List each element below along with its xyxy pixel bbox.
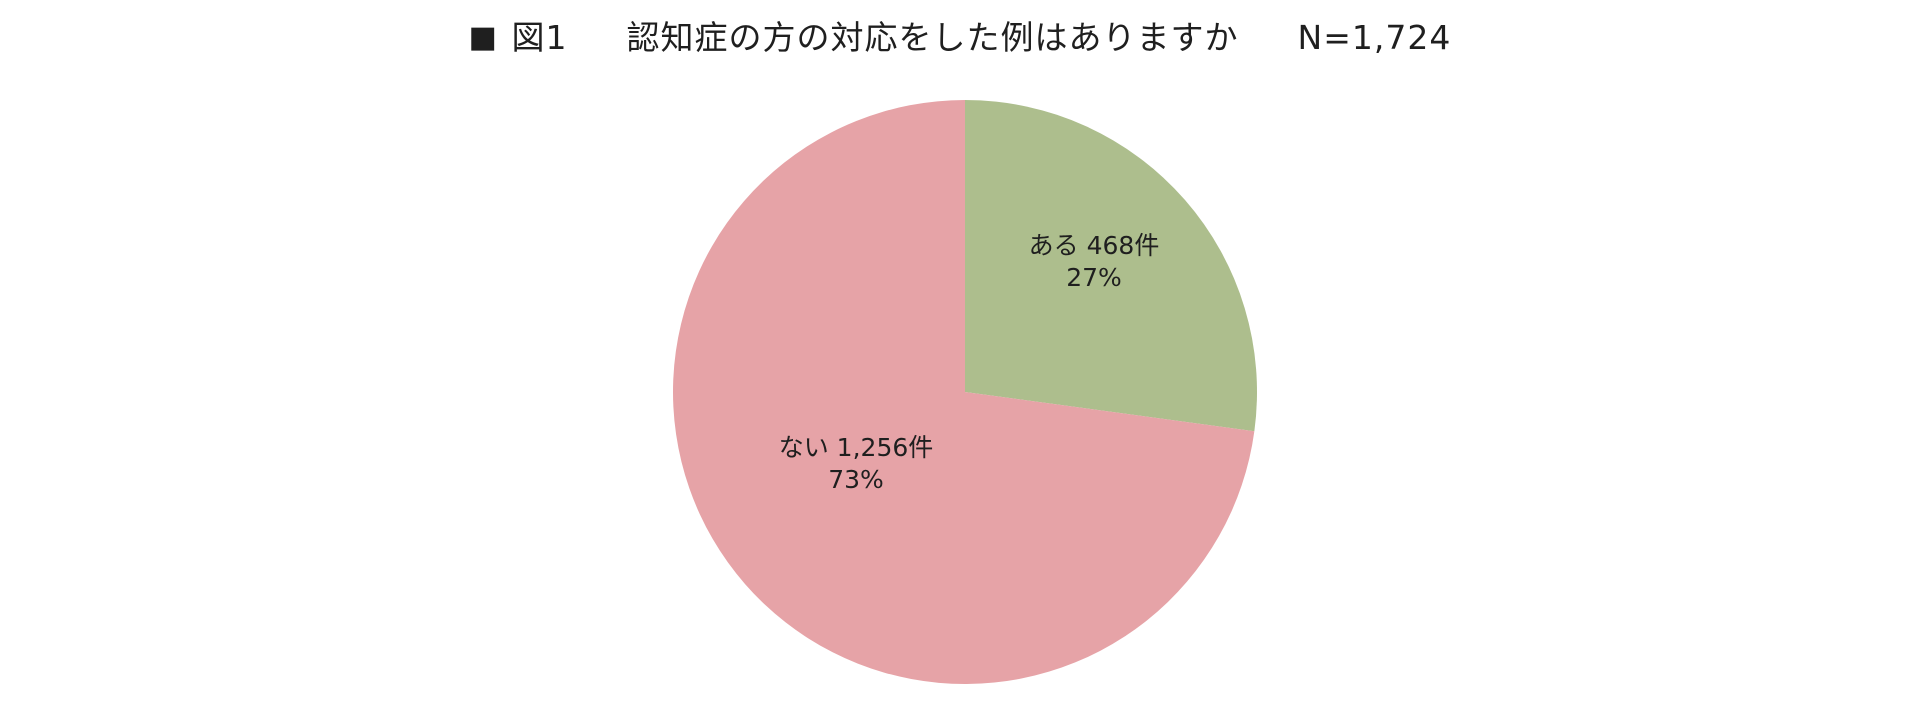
figure-label: 図1 <box>511 17 568 57</box>
slice-label-count: ある 468件 <box>1029 231 1160 260</box>
chart-question: 認知症の方の対応をした例はありますか <box>626 17 1239 57</box>
chart-title: ■ 図1 認知症の方の対応をした例はありますか N=1,724 <box>0 14 1920 60</box>
pie-slices <box>672 100 1257 684</box>
sample-size: N=1,724 <box>1297 17 1452 57</box>
title-marker: ■ <box>468 19 499 55</box>
pie-slice-yes <box>965 100 1257 432</box>
pie-slice-no <box>672 100 1255 684</box>
slice-label-count: ない 1,256件 <box>779 433 934 462</box>
slice-label-percent: 27% <box>1066 263 1122 292</box>
slice-label-percent: 73% <box>828 465 884 494</box>
pie-slice-labels: ある 468件 27% ない 1,256件 73% <box>779 231 1160 494</box>
